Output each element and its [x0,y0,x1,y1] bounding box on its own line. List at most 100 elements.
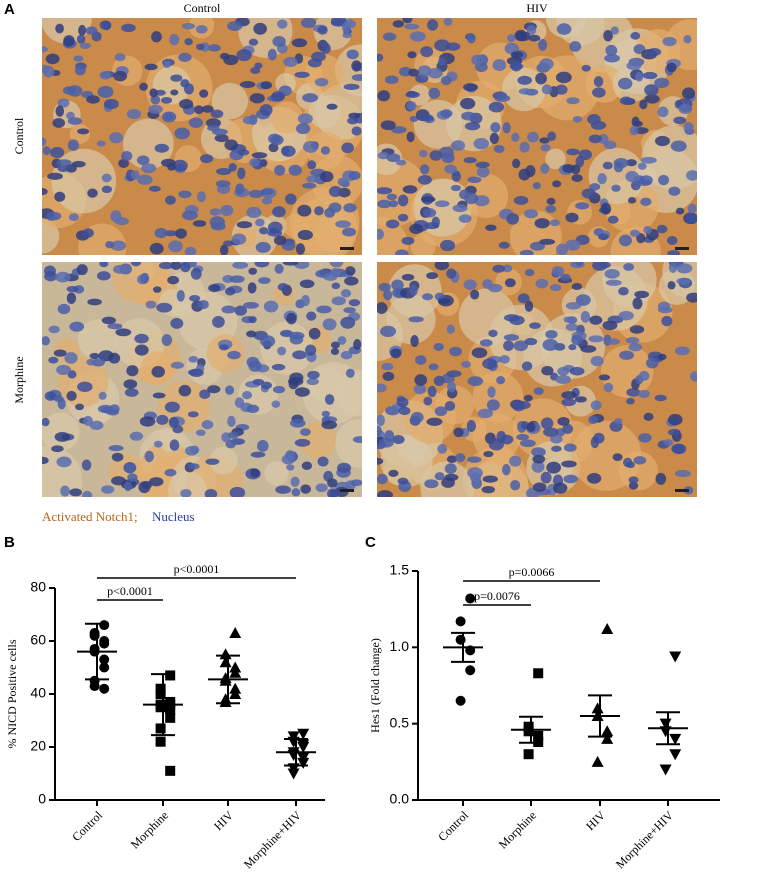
nucleus [292,350,307,360]
nucleus [682,87,696,100]
nucleus [64,352,78,364]
nucleus [182,210,198,221]
gland [168,471,207,497]
nucleus [321,420,338,430]
y-tick-label: 1.0 [390,638,410,654]
nucleus [197,191,206,203]
nucleus [250,468,260,478]
nucleus [382,371,395,382]
nucleus [637,162,647,170]
nucleus [588,134,602,144]
point [523,749,534,760]
nucleus [101,173,112,183]
nucleus [499,354,510,364]
nucleus [670,140,687,152]
nucleus [251,152,268,159]
nucleus [467,467,483,479]
nucleus [105,240,115,249]
nucleus [152,286,162,293]
nucleus [297,113,313,125]
nucleus [156,302,173,313]
nucleus [519,141,530,153]
nucleus [351,60,362,72]
nucleus [300,18,317,29]
nucleus [236,49,252,62]
nucleus [546,461,561,474]
nucleus [130,170,140,180]
nucleus [598,374,611,381]
nucleus [552,482,568,494]
nucleus [341,142,354,154]
nucleus [219,344,229,351]
nucleus [42,137,47,147]
nucleus [628,476,639,484]
nucleus [589,315,603,325]
nucleus [229,486,246,497]
point [99,683,110,694]
nucleus [156,414,169,425]
nucleus [451,171,461,182]
nucleus [658,353,667,360]
nucleus [397,477,409,485]
nucleus [317,456,329,467]
nucleus [351,126,362,136]
nucleus [482,358,498,370]
nucleus [340,316,356,329]
nucleus [330,341,340,349]
nucleus [283,56,298,68]
nucleus [113,70,128,82]
nucleus [426,272,439,280]
nucleus [575,262,584,267]
nucleus [214,134,229,143]
nucleus [320,42,331,54]
nucleus [401,273,415,281]
nucleus [440,109,453,118]
gland [264,461,289,486]
nucleus [260,188,274,196]
nucleus [461,360,471,368]
nucleus [331,296,346,306]
scale-bar [675,247,689,250]
point [465,665,476,676]
nucleus [101,21,112,31]
nucleus [521,361,533,371]
nucleus [473,138,490,150]
nucleus [250,451,266,458]
nucleus [124,462,135,474]
nucleus [187,411,199,418]
point [591,755,604,767]
nucleus [275,485,292,494]
nucleus [551,445,562,452]
nucleus [224,139,238,151]
micrograph [377,18,697,255]
nucleus [545,205,557,213]
nucleus [111,476,126,486]
nucleus [377,151,390,160]
gland [463,173,509,219]
point [455,634,466,645]
nucleus [565,239,581,251]
nucleus [111,452,124,462]
nucleus [556,243,569,255]
nucleus [305,344,317,356]
nucleus [526,422,536,433]
nucleus [121,150,133,162]
nucleus [243,301,259,309]
nucleus [98,391,107,400]
nucleus [113,264,127,274]
point [455,616,466,627]
nucleus [134,344,149,356]
nucleus [234,397,245,408]
nucleus [542,338,559,351]
gland [377,217,409,255]
nucleus [598,133,609,144]
nucleus [395,249,409,255]
nucleus [329,268,341,278]
nucleus [101,316,117,325]
nucleus [199,89,209,98]
nucleus [629,125,639,136]
nucleus [535,72,547,85]
nucleus [678,103,693,115]
nucleus [215,180,231,188]
nucleus [485,224,497,231]
